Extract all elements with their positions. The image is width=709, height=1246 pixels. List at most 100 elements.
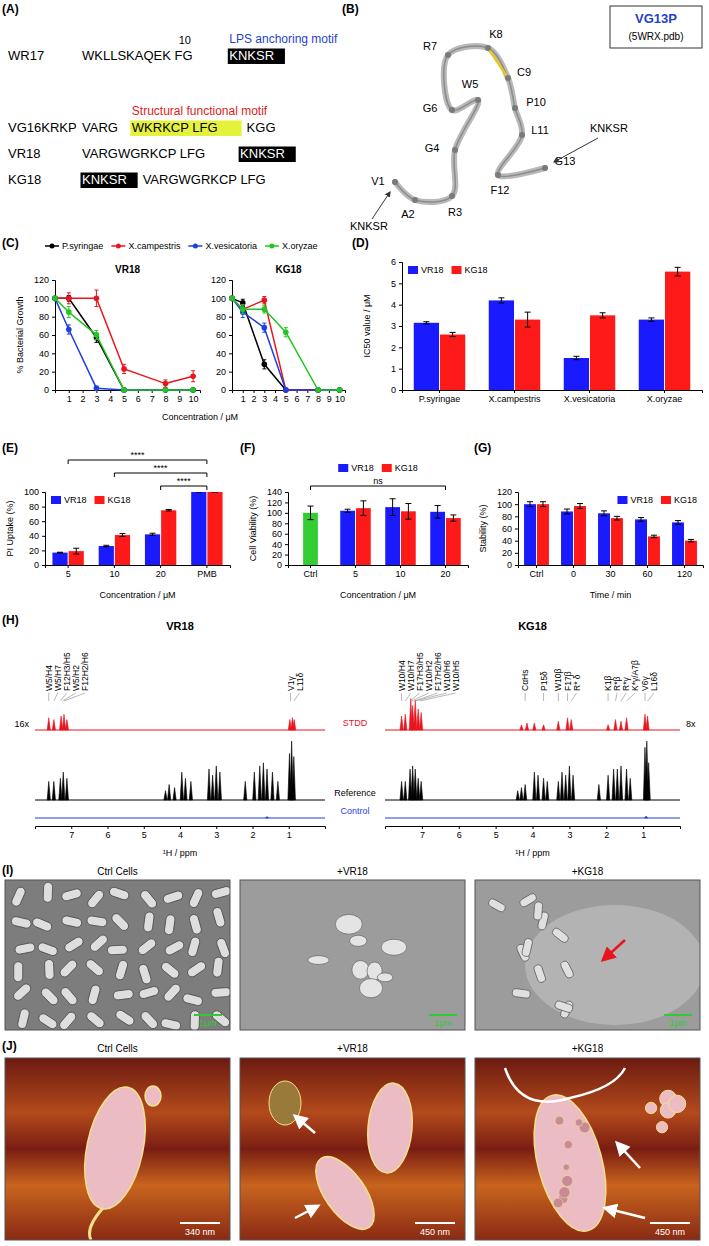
- label-leader: [621, 693, 626, 701]
- error-bar: [241, 305, 245, 314]
- vesicle: [645, 1102, 656, 1113]
- bar: [515, 320, 540, 390]
- peak-label: F12H2/H6: [80, 652, 90, 691]
- bar: [356, 508, 371, 565]
- error-bar: [540, 502, 546, 507]
- tick: 40: [39, 349, 55, 359]
- legend-item: VR18: [617, 495, 653, 505]
- tick-mark: [229, 280, 232, 281]
- error-bar: [103, 545, 109, 546]
- image-background: [5, 1058, 230, 1240]
- cell: [61, 888, 83, 902]
- legend-label: KG18: [395, 463, 418, 473]
- structure-box: [610, 6, 702, 48]
- afm-image: [475, 1058, 700, 1240]
- cell: [212, 906, 226, 928]
- error-bar: [573, 356, 579, 359]
- bar: [590, 315, 615, 390]
- legend-label: VR18: [64, 495, 87, 505]
- bleb: [564, 1141, 572, 1149]
- peak: [417, 709, 420, 730]
- tick-mark: [399, 390, 402, 391]
- image-frame: [5, 880, 230, 1030]
- peak: [520, 788, 523, 800]
- tick-label: 10: [109, 569, 119, 579]
- error-bar: [241, 307, 245, 318]
- tail-label: KNKSR: [350, 220, 388, 232]
- data-point: [337, 387, 343, 393]
- cell: [188, 887, 204, 909]
- cell: [31, 916, 53, 932]
- cell: [521, 1087, 619, 1239]
- data-point: [121, 387, 127, 393]
- tick-mark: [144, 826, 145, 829]
- tick-label: 40: [272, 540, 282, 550]
- scale-bar-label: 340 nm: [185, 1227, 215, 1237]
- chart-3: 51020PMB020406080100************PI Uptak…: [5, 450, 231, 600]
- arrow: [295, 1206, 318, 1218]
- y-axis: 020406080100: [24, 487, 46, 570]
- tick-label: 100: [34, 294, 49, 304]
- tick-label: 120: [677, 569, 692, 579]
- peak: [215, 766, 218, 800]
- data-point: [240, 307, 246, 313]
- peak-label: R* δ: [572, 674, 582, 691]
- peptide-name: KG18: [8, 172, 41, 187]
- data-point: [163, 381, 169, 387]
- peak: [606, 725, 609, 730]
- label-leader: [48, 693, 49, 701]
- cell: [59, 986, 79, 1007]
- tick: 80: [216, 312, 232, 322]
- data-point: [261, 307, 267, 313]
- tick-label: 60: [272, 529, 282, 539]
- cell: [186, 960, 208, 979]
- label-leader: [415, 693, 446, 701]
- tick-mark: [285, 513, 288, 514]
- peak: [207, 769, 210, 800]
- tick-label: 3: [391, 321, 396, 331]
- sem-image: [475, 880, 700, 1030]
- peak: [625, 769, 628, 800]
- peak: [265, 817, 268, 819]
- tick: 2: [81, 390, 86, 404]
- series-line: [55, 298, 193, 390]
- tick: Ctrl: [304, 565, 318, 579]
- label-leader: [543, 693, 544, 701]
- scale-bar-label: 1μm: [199, 1018, 217, 1028]
- tick-mark: [400, 565, 401, 568]
- tick-mark: [42, 550, 45, 551]
- tick-mark: [422, 826, 423, 829]
- legend-label: VR18: [421, 265, 444, 275]
- tick-label: 5: [122, 394, 127, 404]
- debris: [381, 939, 406, 955]
- tail-arrow: [554, 138, 598, 162]
- data-point: [66, 327, 72, 333]
- bar: [161, 510, 176, 565]
- tick-label: 20: [156, 569, 166, 579]
- tick-label: 8: [163, 394, 168, 404]
- peak: [65, 720, 68, 731]
- peak: [60, 716, 63, 730]
- tick-label: 140: [267, 487, 282, 497]
- tick-label: 60: [29, 517, 39, 527]
- tick: 1: [391, 364, 402, 374]
- tick: 60: [39, 330, 55, 340]
- series-line: [55, 298, 193, 390]
- tick-mark: [216, 826, 217, 829]
- tick: 0: [507, 560, 518, 570]
- data-point: [190, 387, 196, 393]
- tick: 140: [267, 487, 288, 497]
- error-bar: [67, 293, 71, 304]
- tick: 100: [34, 294, 55, 304]
- tick-label: 20: [272, 550, 282, 560]
- motif-highlight: [130, 121, 241, 137]
- data-point: [261, 325, 267, 331]
- error-bar: [94, 290, 98, 307]
- cell: [145, 1086, 161, 1106]
- tick-label: 7: [69, 830, 74, 840]
- tick-label: 7: [150, 394, 155, 404]
- tick-label: 1: [391, 364, 396, 374]
- tick: 60: [502, 524, 518, 534]
- scale-bar-label: 450 nm: [420, 1227, 450, 1237]
- tick-mark: [229, 372, 232, 373]
